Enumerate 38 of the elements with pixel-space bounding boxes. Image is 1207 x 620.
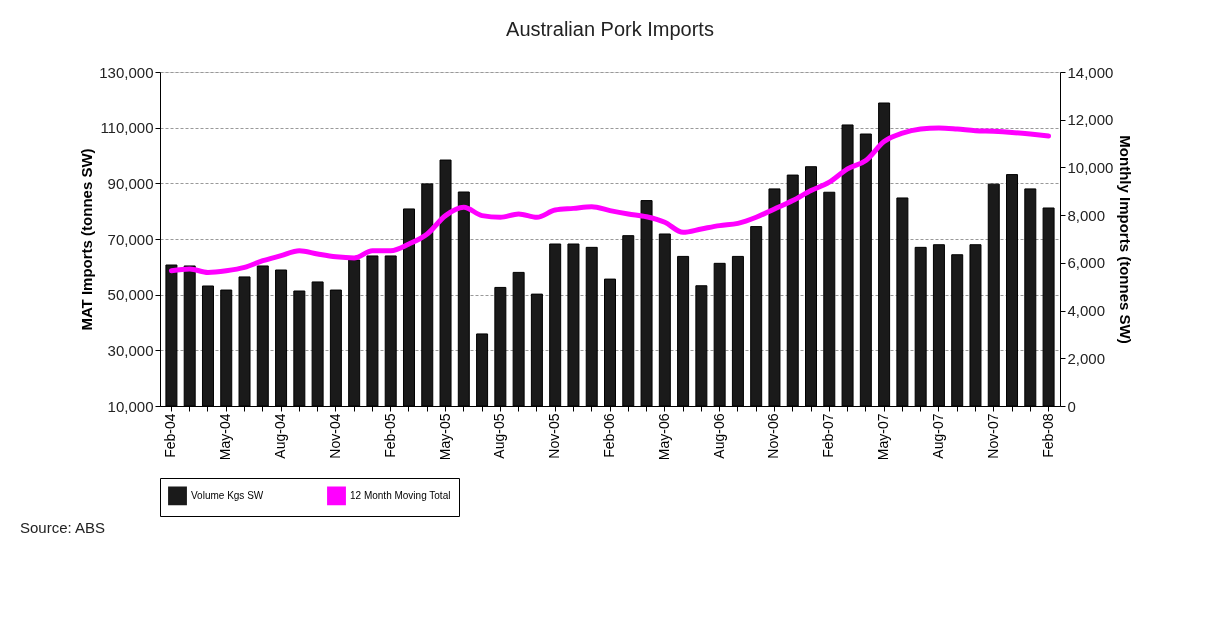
y2-tick-label: 6,000	[1067, 254, 1106, 272]
legend-label: 12 Month Moving Total	[350, 489, 451, 501]
legend-label: Volume Kgs SW	[191, 489, 264, 501]
y-tick-label: 50,000	[107, 286, 154, 304]
source-note: Source: ABS	[20, 519, 106, 536]
x-tick-label: May-07	[875, 413, 892, 461]
y2-tick-label: 12,000	[1067, 111, 1114, 129]
y2-tick-label: 2,000	[1067, 349, 1106, 367]
x-tick-label: Aug-05	[491, 413, 508, 459]
x-tick-label: Aug-07	[929, 413, 946, 459]
x-tick-label: Aug-06	[710, 413, 727, 459]
y2-tick-label: 8,000	[1067, 206, 1106, 224]
x-tick-label: Nov-07	[984, 413, 1001, 459]
x-tick-label: May-06	[655, 413, 672, 461]
y2-tick-label: 0	[1067, 397, 1076, 415]
x-tick-label: Feb-04	[162, 413, 179, 458]
chart-title: Australian Pork Imports	[506, 18, 714, 40]
y-axis-title: MAT Imports (tonnes SW)	[78, 148, 96, 331]
y-tick-label: 130,000	[99, 63, 154, 81]
y-tick-label: 70,000	[107, 230, 154, 248]
y2-axis-title: Monthly Imports (tonnes SW)	[1117, 135, 1135, 344]
x-tick-label: Nov-04	[326, 413, 343, 459]
x-tick-label: May-05	[436, 413, 453, 461]
y2-tick-label: 10,000	[1067, 158, 1114, 176]
x-tick-label: Feb-05	[381, 413, 398, 458]
y-tick-label: 10,000	[107, 397, 154, 415]
x-tick-label: Nov-05	[546, 413, 563, 459]
y2-tick-label: 4,000	[1067, 302, 1106, 320]
y-tick-label: 110,000	[100, 119, 154, 137]
y-tick-label: 90,000	[107, 174, 154, 192]
x-tick-label: Feb-08	[1039, 413, 1056, 458]
x-tick-label: Aug-04	[272, 413, 289, 459]
x-tick-label: Feb-07	[820, 413, 837, 458]
x-tick-label: Feb-06	[601, 413, 617, 458]
y-tick-label: 30,000	[107, 341, 154, 359]
x-tick-label: Nov-06	[765, 413, 782, 459]
x-tick-label: May-04	[217, 413, 234, 461]
y2-tick-label: 14,000	[1067, 63, 1114, 81]
